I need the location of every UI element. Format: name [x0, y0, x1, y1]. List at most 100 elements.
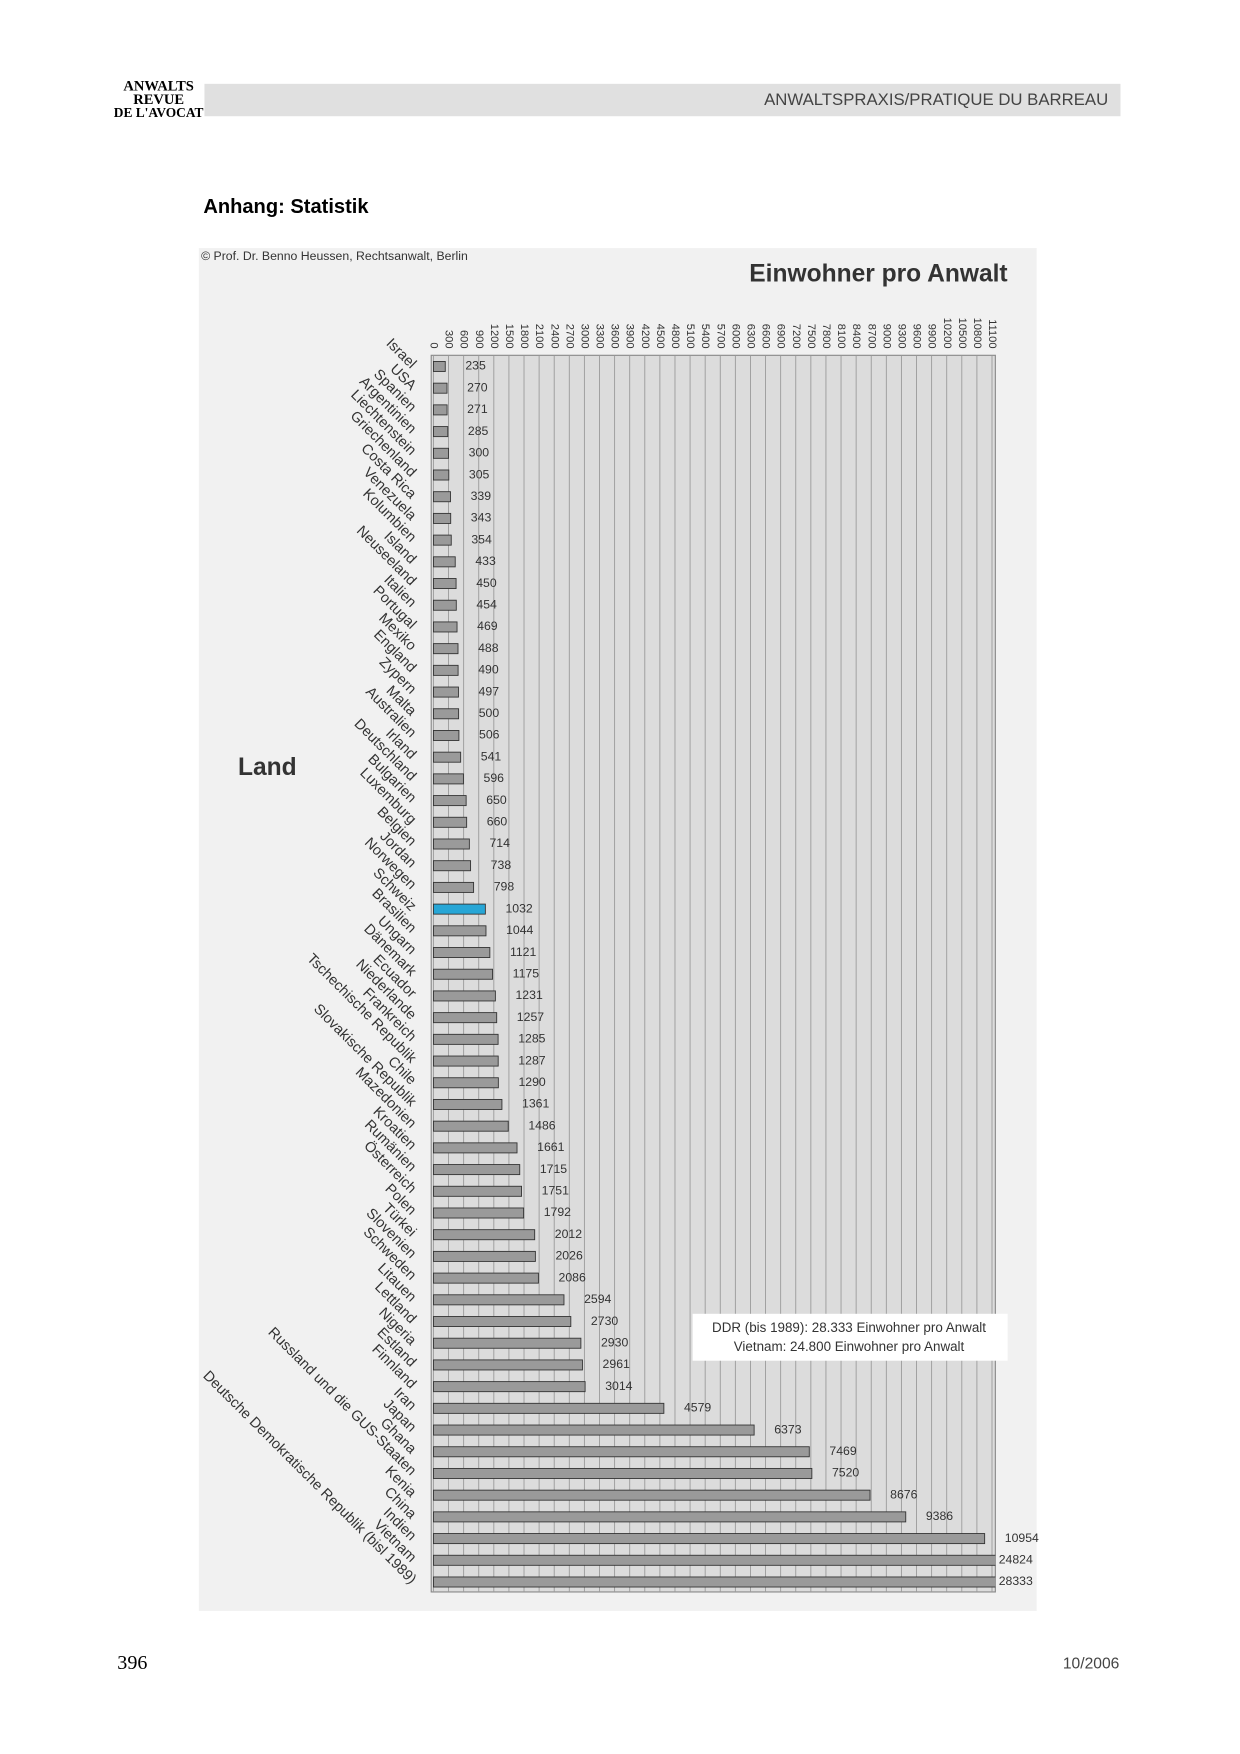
x-tick-label: 3900 — [624, 324, 636, 349]
annotation: Vietnam: 24.800 Einwohner pro Anwalt — [734, 1339, 965, 1354]
x-tick-label: 10500 — [956, 318, 968, 349]
bar — [432, 903, 486, 915]
x-tick-label: 6000 — [729, 324, 741, 349]
value-label: 1361 — [522, 1097, 549, 1111]
value-label: 1290 — [518, 1075, 545, 1089]
x-tick-label: 2100 — [533, 324, 545, 349]
value-label: 490 — [478, 663, 499, 677]
value-label: 235 — [465, 359, 486, 373]
x-tick-label: 300 — [443, 330, 455, 349]
value-label: 500 — [479, 706, 500, 720]
x-tick-label: 3300 — [594, 324, 606, 349]
value-label: 1121 — [510, 945, 537, 959]
bar — [432, 708, 460, 720]
logo-line: DE L'AVOCAT — [114, 105, 204, 120]
bar — [432, 816, 468, 828]
bar — [432, 1402, 665, 1414]
x-tick-label: 9600 — [911, 324, 923, 349]
bar — [432, 947, 491, 959]
value-label: 1486 — [528, 1118, 555, 1132]
value-label: 1792 — [544, 1205, 571, 1219]
value-label: 433 — [475, 554, 496, 568]
bars — [432, 361, 996, 1588]
bar — [432, 491, 451, 503]
bar — [432, 1337, 582, 1349]
bar — [432, 860, 472, 872]
bar — [432, 1033, 499, 1045]
value-label: 8676 — [890, 1487, 917, 1501]
bar — [432, 1359, 583, 1371]
value-label: 270 — [467, 380, 488, 394]
x-tick-label: 9000 — [880, 324, 892, 349]
value-label: 1287 — [518, 1053, 545, 1067]
value-label: 596 — [484, 771, 505, 785]
value-label: 450 — [476, 576, 497, 590]
value-label: 2730 — [591, 1314, 618, 1328]
x-tick-label: 0 — [427, 342, 439, 348]
bar — [432, 1446, 810, 1458]
value-label: 300 — [469, 446, 490, 460]
bar — [432, 795, 467, 807]
bar — [432, 1142, 518, 1154]
bar — [432, 1424, 755, 1436]
bar — [432, 751, 462, 763]
bar — [432, 1381, 586, 1393]
bar — [432, 556, 456, 568]
bar — [432, 1229, 536, 1241]
bar — [432, 1164, 521, 1176]
logo-line: REVUE — [133, 92, 184, 108]
x-tick-label: 1200 — [488, 324, 500, 349]
x-tick-label: 1800 — [518, 324, 530, 349]
value-label: 2961 — [603, 1357, 630, 1371]
x-tick-label: 4200 — [639, 324, 651, 349]
value-label: 285 — [468, 424, 489, 438]
value-label: 1751 — [542, 1184, 569, 1198]
bar — [432, 426, 449, 438]
x-tick-label: 3600 — [609, 324, 621, 349]
bar — [432, 578, 457, 590]
x-tick-label: 1500 — [503, 324, 515, 349]
x-tick-label: 9300 — [895, 324, 907, 349]
header-bar — [204, 83, 1121, 117]
x-tick-label: 5100 — [684, 324, 696, 349]
x-tick-label: 6600 — [760, 324, 772, 349]
bar — [432, 1294, 565, 1306]
x-tick-label: 5700 — [714, 324, 726, 349]
bar — [432, 361, 446, 372]
value-label: 714 — [489, 836, 510, 850]
value-label: 10954 — [1005, 1531, 1039, 1545]
bar — [432, 621, 458, 633]
value-label: 1032 — [505, 901, 532, 915]
x-tick-label: 5400 — [699, 324, 711, 349]
x-tick-label: 9900 — [926, 324, 938, 349]
bar — [432, 1077, 499, 1089]
value-label: 2930 — [601, 1335, 628, 1349]
bar — [432, 1055, 499, 1067]
bar — [432, 1554, 996, 1566]
annotation: DDR (bis 1989): 28.333 Einwohner pro Anw… — [712, 1320, 986, 1335]
value-label: 738 — [491, 858, 512, 872]
bar — [432, 382, 448, 394]
value-label: 24824 — [999, 1553, 1033, 1567]
value-label: 1231 — [515, 988, 542, 1002]
value-label: 339 — [471, 489, 492, 503]
x-tick-label: 7200 — [790, 324, 802, 349]
x-tick-label: 900 — [473, 330, 485, 349]
x-tick-label: 8700 — [865, 324, 877, 349]
bar — [432, 599, 457, 611]
bar — [432, 881, 475, 893]
chart-title: Einwohner pro Anwalt — [749, 260, 1007, 287]
value-label: 2012 — [555, 1227, 582, 1241]
value-label: 488 — [478, 641, 499, 655]
x-tick-label: 2400 — [548, 324, 560, 349]
x-tick-label: 6900 — [775, 324, 787, 349]
bar — [432, 925, 487, 937]
x-tick-label: 7800 — [820, 324, 832, 349]
x-tick-label: 7500 — [805, 324, 817, 349]
value-label: 650 — [486, 793, 507, 807]
bar — [432, 1511, 907, 1523]
value-label: 305 — [469, 467, 490, 481]
value-label: 6373 — [774, 1422, 801, 1436]
value-label: 798 — [494, 880, 515, 894]
